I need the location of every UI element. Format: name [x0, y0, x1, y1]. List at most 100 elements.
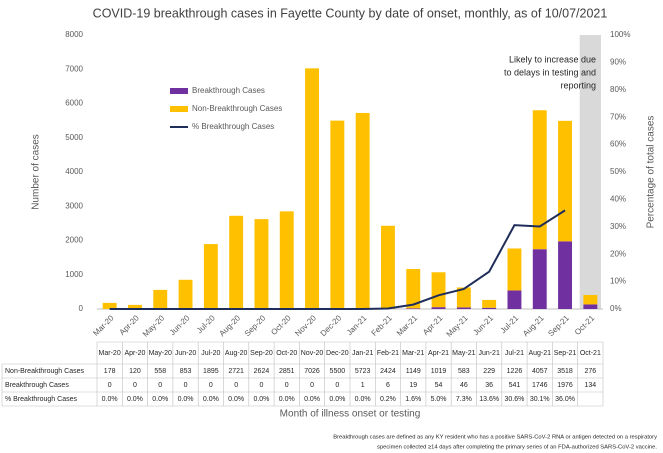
y-tick-label: 2000 — [65, 236, 83, 245]
table-header: Jun-21 — [478, 350, 500, 357]
x-tick-label: Sep-21 — [546, 313, 571, 338]
bar-non-breakthrough — [178, 279, 193, 309]
y-tick-label: 7000 — [65, 64, 83, 73]
table-cell: 583 — [458, 368, 470, 375]
table-cell: 36.0% — [555, 396, 575, 403]
bar-non-breakthrough — [127, 304, 142, 309]
table-row-label: Non-Breakthrough Cases — [5, 368, 84, 375]
y-tick-label: 6000 — [65, 99, 83, 108]
x-tick-label: Sep-20 — [243, 313, 268, 338]
x-tick-label: Jun-21 — [471, 313, 495, 337]
x-axis-title: Month of illness onset or testing — [280, 409, 421, 420]
table-cell: 2424 — [380, 368, 396, 375]
table-cell: 178 — [104, 368, 116, 375]
table-header: Nov-20 — [301, 350, 324, 357]
table-header: Apr-20 — [124, 350, 145, 357]
table-header: Aug-21 — [528, 350, 551, 357]
bar-non-breakthrough — [482, 299, 497, 308]
y2-tick-label: 50% — [610, 167, 626, 176]
table-cell: 541 — [509, 382, 521, 389]
table-header: Aug-20 — [225, 350, 248, 357]
y2-axis-title: Percentage of total cases — [646, 116, 657, 229]
y2-tick-label: 60% — [610, 140, 626, 149]
y-tick-label: 3000 — [65, 201, 83, 210]
legend-swatch — [170, 88, 188, 94]
table-cell: 5.0% — [431, 396, 447, 403]
table-cell: 13.6% — [479, 396, 499, 403]
table-header: Jun-20 — [175, 350, 197, 357]
table-cell: 1976 — [557, 382, 573, 389]
table-cell: 0.0% — [228, 396, 244, 403]
bar-breakthrough — [507, 290, 522, 309]
table-cell: 0 — [234, 382, 238, 389]
footnote: Breakthrough cases are defined as any KY… — [333, 435, 657, 441]
bar-non-breakthrough — [507, 248, 522, 291]
table-cell: 0.0% — [304, 396, 320, 403]
table-cell: 0 — [158, 382, 162, 389]
y-tick-label: 1000 — [65, 270, 83, 279]
table-header: Oct-20 — [276, 350, 297, 357]
table-row-label: % Breakthrough Cases — [5, 396, 77, 403]
table-cell: 276 — [585, 368, 597, 375]
bar-non-breakthrough — [203, 244, 218, 309]
bar-non-breakthrough — [406, 268, 421, 309]
bar-non-breakthrough — [254, 219, 269, 309]
annotation: to delays in testing and — [504, 67, 596, 77]
table-cell: 0 — [335, 382, 339, 389]
bar-non-breakthrough — [305, 68, 320, 309]
bar-non-breakthrough — [229, 215, 244, 309]
table-cell: 0.0% — [253, 396, 269, 403]
y2-tick-label: 80% — [610, 85, 626, 94]
x-tick-label: Jul-20 — [195, 313, 217, 335]
table-cell: 1.6% — [405, 396, 421, 403]
x-tick-label: Apr-21 — [421, 313, 445, 337]
y2-tick-label: 40% — [610, 195, 626, 204]
y2-tick-label: 30% — [610, 222, 626, 231]
table-cell: 0 — [108, 382, 112, 389]
annotation: reporting — [560, 80, 596, 90]
y-tick-label: 4000 — [65, 167, 83, 176]
bar-non-breakthrough — [558, 120, 573, 242]
x-tick-label: Jan-21 — [345, 313, 369, 337]
table-cell: 0 — [285, 382, 289, 389]
table-header: Feb-21 — [377, 350, 399, 357]
table-cell: 2624 — [254, 368, 270, 375]
y-tick-label: 0 — [79, 304, 84, 313]
table-cell: 0.0% — [102, 396, 118, 403]
y2-tick-label: 70% — [610, 112, 626, 121]
table-cell: 5723 — [355, 368, 371, 375]
table-header: Sep-20 — [250, 350, 273, 357]
x-tick-label: Apr-20 — [118, 313, 142, 337]
bar-non-breakthrough — [153, 289, 168, 309]
table-cell: 0.0% — [178, 396, 194, 403]
legend-label: Breakthrough Cases — [192, 86, 265, 95]
table-cell: 2851 — [279, 368, 295, 375]
table-cell: 0 — [310, 382, 314, 389]
table-cell: 46 — [460, 382, 468, 389]
table-header: May-21 — [452, 350, 475, 357]
bar-non-breakthrough — [279, 211, 294, 309]
x-tick-label: Oct-20 — [269, 313, 293, 337]
table-cell: 0 — [209, 382, 213, 389]
line-percent — [109, 209, 566, 310]
bar-breakthrough — [431, 307, 446, 309]
x-tick-label: Jun-20 — [168, 313, 192, 337]
table-cell: 7.3% — [456, 396, 472, 403]
table-cell: 1746 — [532, 382, 548, 389]
y2-tick-label: 100% — [610, 30, 630, 39]
table-header: Mar-20 — [99, 350, 121, 357]
bar-non-breakthrough — [583, 294, 598, 305]
x-tick-label: Nov-20 — [293, 313, 318, 338]
legend-label: % Breakthrough Cases — [192, 122, 274, 131]
bar-non-breakthrough — [380, 225, 395, 309]
table-cell: 54 — [435, 382, 443, 389]
table-header: Apr-21 — [428, 350, 449, 357]
x-tick-label: May-21 — [445, 313, 471, 339]
bar-breakthrough — [583, 304, 598, 309]
table-header: Jul-20 — [201, 350, 220, 357]
table-cell: 30.1% — [530, 396, 550, 403]
bar-non-breakthrough — [102, 302, 117, 309]
shaded-region — [579, 35, 601, 309]
annotation: Likely to increase due — [509, 54, 596, 64]
